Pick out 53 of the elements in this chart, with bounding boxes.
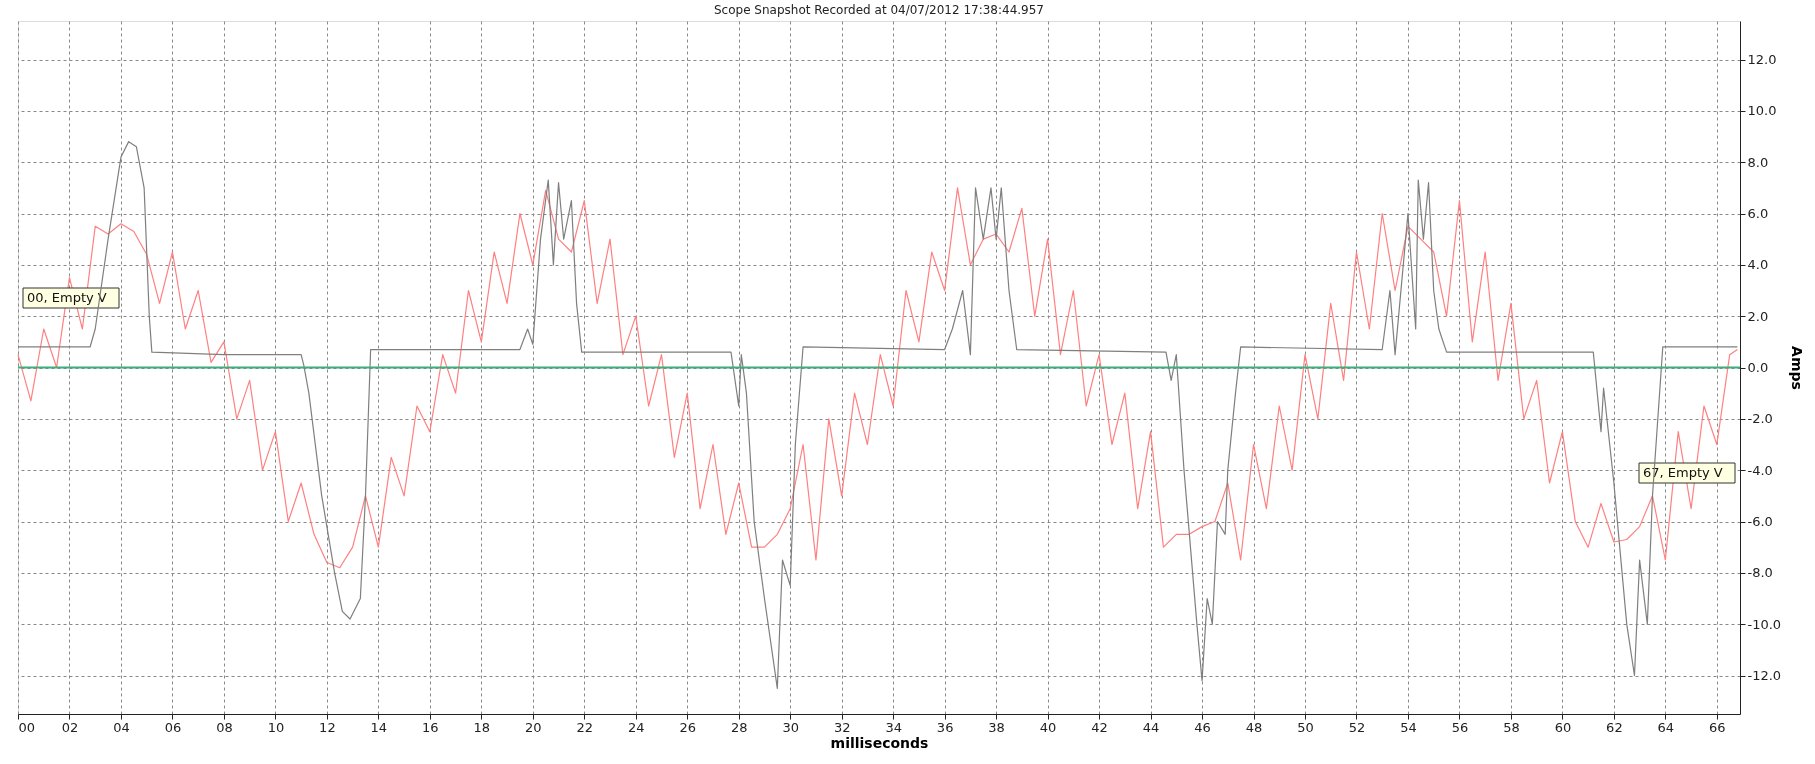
x-tick-label: 20: [525, 719, 542, 735]
y-tick-label: 8.0: [1747, 154, 1769, 170]
x-tick-label: 64: [1657, 719, 1675, 735]
y-tick-label: -6.0: [1747, 514, 1773, 529]
y-tick-label: 6.0: [1747, 206, 1769, 221]
x-tick-label: 58: [1503, 719, 1520, 735]
y-tick-label: 2.0: [1747, 308, 1769, 324]
x-tick-label: 32: [833, 719, 851, 735]
x-tick-label: 02: [61, 719, 79, 735]
y-tick-label: -8.0: [1747, 565, 1773, 581]
x-tick-label: 22: [576, 719, 594, 735]
x-tick-label: 28: [730, 719, 748, 735]
annotation: 67, Empty V: [1643, 465, 1723, 480]
x-tick-label: 52: [1348, 719, 1366, 735]
y-tick-label: -4.0: [1747, 462, 1773, 478]
y-tick-label: -10.0: [1747, 616, 1782, 632]
y-tick-label: 0.0: [1747, 360, 1769, 375]
x-tick-label: 30: [782, 719, 799, 735]
x-tick-label: 10: [267, 719, 285, 735]
y-axis-title: Amps: [1789, 346, 1806, 390]
x-tick-label: 24: [627, 719, 645, 735]
x-tick-label: 44: [1142, 719, 1160, 735]
x-tick-label: 48: [1245, 719, 1263, 735]
x-tick-label: 60: [1554, 719, 1572, 735]
x-tick-label: 08: [216, 719, 233, 735]
annotation: 00, Empty V: [27, 290, 107, 305]
line-series: [17, 187, 1739, 569]
x-tick-label: 12: [319, 719, 336, 735]
x-axis-title: milliseconds: [830, 734, 929, 751]
chart-title: Scope Snapshot Recorded at 04/07/2012 17:38:44.957: [713, 3, 1045, 17]
x-tick-label: 38: [988, 719, 1005, 735]
x-tick-label: 34: [885, 719, 902, 735]
y-tick-label: 4.0: [1747, 257, 1769, 273]
x-tick-label: 26: [679, 719, 697, 735]
x-tick-label: 00: [18, 719, 36, 735]
x-tick-label: 06: [164, 719, 182, 735]
x-tick-label: 54: [1400, 719, 1417, 735]
x-tick-label: 50: [1297, 719, 1314, 735]
x-tick-label: 42: [1091, 719, 1108, 735]
y-tick-label: 10.0: [1747, 103, 1777, 119]
x-tick-label: 62: [1606, 719, 1623, 735]
x-tick-label: 36: [936, 719, 954, 735]
x-tick-label: 56: [1451, 719, 1469, 735]
x-tick-label: 16: [422, 719, 439, 735]
x-tick-label: 40: [1039, 719, 1057, 735]
x-tick-label: 04: [113, 719, 130, 735]
y-tick-label: -2.0: [1747, 411, 1773, 427]
x-tick-label: 18: [473, 719, 491, 735]
y-tick-label: -12.0: [1747, 668, 1782, 683]
x-tick-label: 14: [370, 719, 388, 735]
x-tick-label: 66: [1709, 719, 1726, 735]
x-tick-label: 46: [1194, 719, 1211, 735]
y-tick-label: 12.0: [1747, 52, 1777, 67]
